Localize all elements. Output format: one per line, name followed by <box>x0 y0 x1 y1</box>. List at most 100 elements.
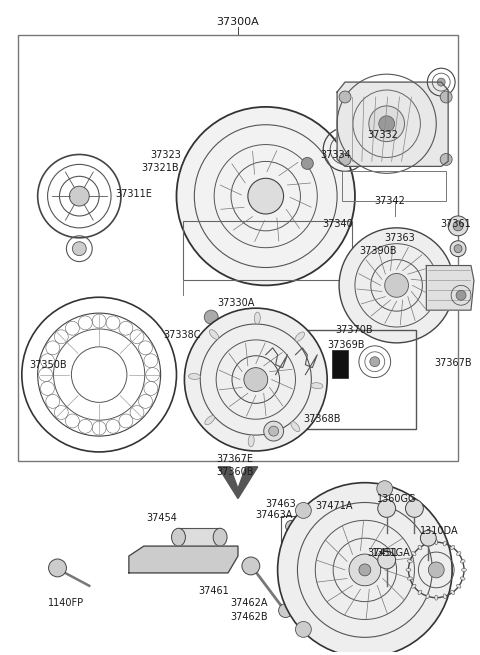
Polygon shape <box>129 546 238 573</box>
Circle shape <box>278 604 292 618</box>
Circle shape <box>440 91 452 103</box>
Circle shape <box>370 357 380 367</box>
Circle shape <box>177 107 355 286</box>
Circle shape <box>420 531 436 546</box>
Text: 37367B: 37367B <box>434 358 472 367</box>
Circle shape <box>437 78 445 86</box>
Text: 37323: 37323 <box>151 149 181 160</box>
Bar <box>342 172 446 201</box>
Text: 37311E: 37311E <box>115 189 152 199</box>
Text: 1140FP: 1140FP <box>48 597 84 608</box>
Text: 37342: 37342 <box>375 196 406 206</box>
Circle shape <box>242 557 260 575</box>
Circle shape <box>406 618 421 633</box>
Text: 37461: 37461 <box>198 586 229 596</box>
Polygon shape <box>426 265 474 310</box>
Ellipse shape <box>295 332 304 341</box>
Circle shape <box>164 550 183 570</box>
Bar <box>183 221 352 280</box>
Ellipse shape <box>426 541 429 546</box>
Ellipse shape <box>435 540 438 545</box>
Circle shape <box>369 106 405 141</box>
Circle shape <box>384 274 408 297</box>
Circle shape <box>286 536 298 548</box>
Circle shape <box>248 178 284 214</box>
Ellipse shape <box>462 569 467 571</box>
Polygon shape <box>218 467 258 498</box>
Ellipse shape <box>254 312 260 324</box>
Circle shape <box>200 141 216 157</box>
Text: 37340: 37340 <box>322 219 353 229</box>
Circle shape <box>277 483 452 655</box>
Text: 37334: 37334 <box>320 149 351 160</box>
Circle shape <box>184 308 327 451</box>
Circle shape <box>337 141 353 157</box>
Ellipse shape <box>451 590 455 595</box>
Circle shape <box>454 245 462 253</box>
Circle shape <box>296 502 312 518</box>
Circle shape <box>448 216 468 236</box>
Text: 37451: 37451 <box>367 548 398 558</box>
Circle shape <box>349 554 381 586</box>
Text: 37330A: 37330A <box>217 298 255 309</box>
Bar <box>18 35 458 461</box>
Text: 37463: 37463 <box>266 498 297 508</box>
Ellipse shape <box>412 584 416 588</box>
Circle shape <box>70 186 89 206</box>
Circle shape <box>406 500 423 517</box>
Text: 37367E: 37367E <box>216 454 253 464</box>
Circle shape <box>204 145 212 153</box>
Ellipse shape <box>171 529 185 546</box>
Text: 37350B: 37350B <box>30 360 67 369</box>
Ellipse shape <box>460 577 465 580</box>
Ellipse shape <box>418 545 422 550</box>
Text: 37321B: 37321B <box>142 163 180 174</box>
Ellipse shape <box>209 329 218 339</box>
Ellipse shape <box>291 422 300 432</box>
Circle shape <box>330 506 346 522</box>
Text: 37462B: 37462B <box>230 612 268 622</box>
Text: 1310DA: 1310DA <box>420 527 459 536</box>
Circle shape <box>378 500 396 517</box>
Circle shape <box>456 290 466 300</box>
Text: 37332: 37332 <box>367 130 398 140</box>
Ellipse shape <box>443 541 446 546</box>
Circle shape <box>168 555 179 565</box>
Ellipse shape <box>426 594 429 599</box>
Text: 37338C: 37338C <box>164 330 201 340</box>
Bar <box>253 330 417 429</box>
Circle shape <box>450 241 466 257</box>
Text: 37463A: 37463A <box>256 510 293 521</box>
Text: 37471A: 37471A <box>315 500 353 510</box>
Circle shape <box>204 310 218 324</box>
Circle shape <box>301 157 313 170</box>
Text: 37360B: 37360B <box>216 467 253 477</box>
Ellipse shape <box>213 529 227 546</box>
Circle shape <box>440 153 452 166</box>
Text: 37361: 37361 <box>440 219 471 229</box>
Bar <box>332 350 348 377</box>
Ellipse shape <box>412 552 416 555</box>
Circle shape <box>359 564 371 576</box>
Circle shape <box>48 559 66 577</box>
Circle shape <box>377 481 393 496</box>
Polygon shape <box>337 82 448 166</box>
Text: 37300A: 37300A <box>216 16 259 27</box>
Circle shape <box>72 242 86 255</box>
Ellipse shape <box>189 373 200 379</box>
Ellipse shape <box>311 383 323 388</box>
Bar <box>281 516 302 551</box>
Circle shape <box>453 221 463 231</box>
Text: 1351GA: 1351GA <box>372 548 410 558</box>
Ellipse shape <box>418 590 422 595</box>
Ellipse shape <box>451 545 455 550</box>
Text: 37390B: 37390B <box>359 246 396 255</box>
Circle shape <box>428 562 444 578</box>
Circle shape <box>378 551 396 569</box>
Text: 37454: 37454 <box>147 514 178 523</box>
Circle shape <box>370 550 390 570</box>
Ellipse shape <box>456 552 461 555</box>
Ellipse shape <box>408 577 412 580</box>
Circle shape <box>286 520 298 533</box>
Text: 1360GG: 1360GG <box>377 494 416 504</box>
